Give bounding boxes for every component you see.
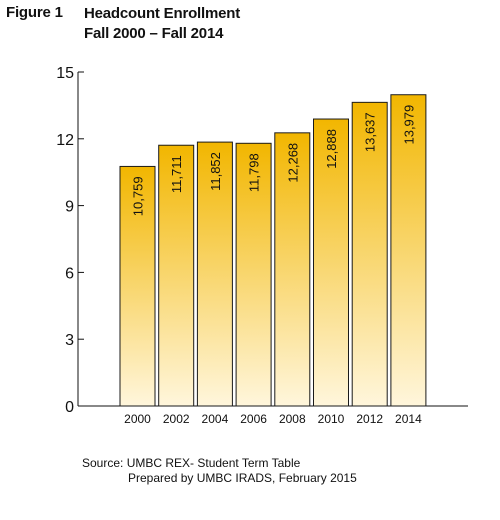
bar-chart: 0 3 6 9 12 15 10,759 2000 11,711 2002 11,852 2004 11…: [56, 65, 468, 426]
data-label-2014: 13,979: [401, 105, 416, 145]
bar-2000: [119, 165, 156, 407]
data-label-2008: 12,268: [285, 143, 300, 183]
y-tick-label: 6: [65, 265, 74, 282]
source-note: Source: UMBC REX- Student Term Table Pre…: [82, 456, 357, 486]
y-tick-label: 3: [65, 332, 74, 349]
x-tick-label-2012: 2012: [356, 412, 383, 426]
data-label-2010: 12,888: [324, 129, 339, 169]
bar-2002: [158, 144, 195, 407]
source-line: Source: UMBC REX- Student Term Table: [82, 456, 301, 470]
data-label-2002: 11,711: [169, 155, 184, 193]
chart-title: Headcount Enrollment Fall 2000 – Fall 20…: [84, 4, 240, 44]
x-tick-label-2002: 2002: [163, 412, 190, 426]
x-tick-label-2000: 2000: [124, 412, 151, 426]
y-tick-label: 15: [56, 65, 74, 82]
data-label-2004: 11,852: [208, 152, 223, 191]
y-tick-label: 0: [65, 399, 74, 416]
x-tick-label-2004: 2004: [202, 412, 229, 426]
bar-2008: [274, 132, 311, 407]
x-tick-label-2008: 2008: [279, 412, 306, 426]
x-tick-label-2010: 2010: [318, 412, 345, 426]
data-label-2012: 13,637: [363, 112, 378, 152]
data-label-2000: 10,759: [131, 176, 146, 216]
bar-2012: [351, 101, 388, 407]
chart-title-line-1: Headcount Enrollment: [84, 5, 241, 22]
x-tick-label-2006: 2006: [240, 412, 267, 426]
figure-label: Figure 1: [6, 4, 63, 21]
bar-2006: [235, 142, 272, 407]
chart-title-line-2: Fall 2000 – Fall 2014: [84, 25, 224, 42]
y-tick-label: 9: [65, 199, 74, 216]
bar-2004: [196, 141, 233, 407]
bar-2014: [390, 94, 427, 407]
bar-2010: [313, 118, 349, 407]
data-label-2006: 11,798: [247, 153, 262, 192]
prepared-by-line: Prepared by UMBC IRADS, February 2015: [128, 471, 357, 485]
x-tick-label-2014: 2014: [395, 412, 422, 426]
y-tick-label: 12: [56, 132, 74, 149]
